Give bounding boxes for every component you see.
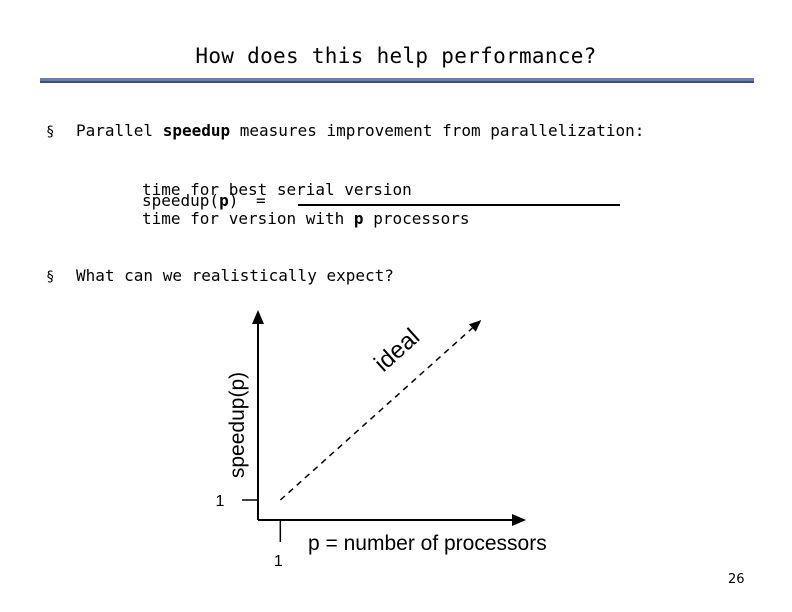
- x-tick-label: 1: [274, 553, 283, 570]
- title-divider: [40, 78, 754, 83]
- page-number: 26: [728, 572, 745, 587]
- formula-lhs-suffix: ): [228, 191, 239, 210]
- fraction-bar: [298, 204, 620, 206]
- formula-denominator-var: p: [353, 209, 364, 228]
- formula-equals: =: [255, 191, 266, 210]
- ideal-series-line: [279, 327, 473, 501]
- y-axis-arrowhead: [252, 310, 264, 324]
- y-tick-label: 1: [216, 493, 225, 510]
- formula-lhs: speedup(p) =: [142, 191, 266, 210]
- formula-denominator: time for version with p processors: [142, 209, 470, 228]
- bullet-speedup-definition: Parallel speedup measures improvement fr…: [76, 121, 644, 140]
- ideal-series-label: ideal: [369, 323, 425, 377]
- formula-lhs-var: p: [219, 191, 229, 210]
- formula-denominator-prefix: time for version with: [142, 209, 354, 228]
- ideal-series-arrowhead: [469, 320, 482, 332]
- bullet-realistic-expectation: What can we realistically expect?: [76, 266, 394, 285]
- bullet-marker: §: [46, 124, 55, 140]
- formula-denominator-suffix: processors: [363, 209, 470, 228]
- formula-numerator: time for best serial version: [142, 180, 412, 199]
- bullet-marker: §: [46, 269, 55, 285]
- bullet-text-part: Parallel: [76, 121, 163, 140]
- x-axis-label: p = number of processors: [308, 532, 547, 555]
- slide-title: How does this help performance?: [195, 44, 597, 68]
- bullet-keyword-speedup: speedup: [162, 121, 231, 140]
- y-axis-label: speedup(p): [226, 372, 249, 478]
- bullet-text-part: measures improvement from parallelizatio…: [230, 121, 645, 140]
- formula-lhs-prefix: speedup(: [142, 191, 220, 210]
- x-axis-arrowhead: [512, 514, 526, 526]
